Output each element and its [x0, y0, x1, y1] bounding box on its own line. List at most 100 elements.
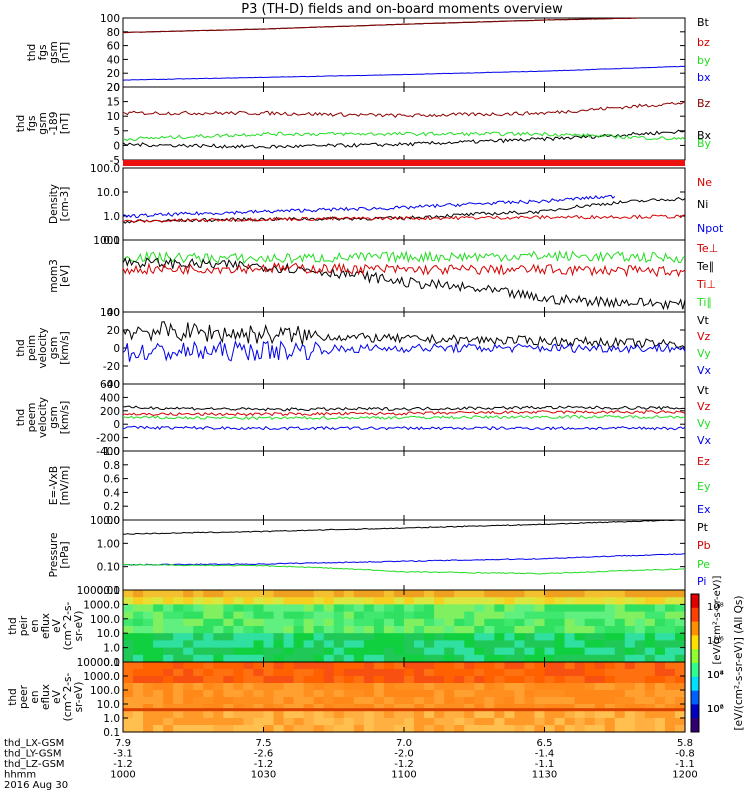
spectrogram-cell [263, 654, 275, 663]
spectrogram-cell [173, 676, 184, 684]
spectrogram-cell [594, 618, 606, 627]
legend-bz: bz [697, 36, 710, 49]
spectrogram-cell [444, 597, 455, 605]
y-tick-label: 1000 [93, 235, 120, 247]
spectrogram-cell [373, 626, 385, 634]
spectrogram-cell [133, 626, 144, 634]
spectrogram-cell [584, 683, 596, 691]
spectrogram-cell [323, 662, 335, 670]
y-tick-label: -40 [103, 379, 120, 391]
spectrogram-cell [414, 604, 425, 613]
spectrogram-cell [474, 669, 485, 677]
spectrogram-cell [193, 676, 204, 684]
spectrogram-cell [564, 669, 576, 677]
spectrogram-cell [173, 711, 184, 719]
spectrogram-cell [323, 640, 335, 649]
spectrogram-cell [393, 618, 405, 627]
spectrogram-cell [173, 611, 184, 620]
spectrogram-cell [624, 633, 636, 641]
spectrogram-cell [574, 640, 586, 649]
spectrogram-cell [263, 669, 275, 677]
spectrogram-cell [524, 604, 536, 613]
y-axis-label: [eV] [59, 265, 71, 287]
panel-efield: 1.0 0.8 0.60.4 0.2 0.0 E=-VxB [mV/m] Ez Ey Ex [48, 446, 711, 527]
y-axis-label: peem [26, 403, 38, 433]
spectrogram-cell [514, 611, 526, 620]
spectrogram-cell [424, 697, 435, 705]
spectrogram-cell [383, 690, 395, 698]
spectrogram-cell [444, 676, 455, 684]
spectrogram-cell [424, 611, 435, 620]
spectrogram-cell [173, 626, 184, 634]
spectrogram-cell [664, 597, 676, 605]
spectrogram-cell [674, 662, 686, 670]
spectrogram-cell [534, 718, 546, 726]
spectrogram-cell [373, 604, 385, 613]
spectrogram-cell [213, 590, 224, 598]
spectrogram-cell [183, 604, 194, 613]
spectrogram-cell [173, 640, 184, 649]
legend-Bz: Bz [697, 97, 711, 110]
x-row-value: -1.1 [535, 759, 555, 770]
spectrogram-cell [584, 662, 596, 670]
spectrogram-cell [414, 611, 425, 620]
spectrogram-cell [414, 690, 425, 698]
spectrogram-cell [323, 718, 335, 726]
spectrogram-cell [614, 711, 626, 719]
spectrogram-cell [273, 683, 285, 691]
spectrogram-cell [223, 690, 234, 698]
spectrogram-cell [544, 718, 556, 726]
x-row-value: -2.0 [394, 749, 414, 760]
spectrogram-cell [604, 718, 616, 726]
spectrogram-cell [544, 597, 556, 605]
spectrogram-cell [353, 690, 365, 698]
x-row-value: 6.5 [537, 738, 553, 749]
spectrogram-cell [504, 683, 515, 691]
spectrogram-cell [414, 718, 425, 726]
spectrogram-cell [303, 662, 315, 670]
spectrogram-cell [193, 597, 204, 605]
spectrogram-cell [584, 604, 596, 613]
spectrogram-cell [474, 662, 485, 670]
spectrogram-cell [183, 669, 194, 677]
y-tick-label: 100.0 [90, 685, 120, 697]
spectrogram-cell [123, 718, 134, 726]
spectrogram-cell [534, 654, 546, 663]
y-axis-label: [mV/m] [59, 466, 71, 505]
y-tick-label: 1000.0 [83, 671, 120, 683]
legend-Vy: Vy [697, 417, 711, 430]
spectrogram-cell [183, 590, 194, 598]
spectrogram-cell [213, 725, 224, 733]
spectrogram-cell [193, 654, 204, 663]
spectrogram-cell [654, 654, 666, 663]
spectrogram-cell [634, 669, 646, 677]
spectrogram-cell [634, 697, 646, 705]
spectrogram-cell [454, 669, 465, 677]
spectrogram-cell [303, 718, 315, 726]
spectrogram-cell [414, 640, 425, 649]
y-axis-label: gsm [48, 41, 60, 63]
spectrogram-cell [243, 711, 255, 719]
spectrogram-cell [664, 633, 676, 641]
spectrogram-cell [504, 669, 515, 677]
spectrogram-cell [203, 633, 214, 641]
spectrogram-cell [163, 633, 174, 641]
spectrogram-cell [614, 690, 626, 698]
spectrogram-cell [293, 711, 305, 719]
spectrogram-cell [654, 597, 666, 605]
spectrogram-cell [293, 669, 305, 677]
spectrogram-cell [373, 718, 385, 726]
spectrogram-cell [594, 669, 606, 677]
spectrogram-cell [183, 718, 194, 726]
spectrogram-cell [514, 725, 526, 733]
y-tick-label: 0.4 [103, 487, 120, 499]
spectrogram-cell [313, 597, 325, 605]
spectrogram-cell [333, 725, 345, 733]
spectrogram-cell [644, 697, 656, 705]
spectrogram-cell [484, 647, 495, 656]
spectrogram-cell [313, 590, 325, 598]
y-axis-label: Pressure [48, 533, 60, 578]
spectrogram-cell [383, 654, 395, 663]
spectrogram-cell [133, 711, 144, 719]
y-axis-label: peim [26, 335, 38, 361]
